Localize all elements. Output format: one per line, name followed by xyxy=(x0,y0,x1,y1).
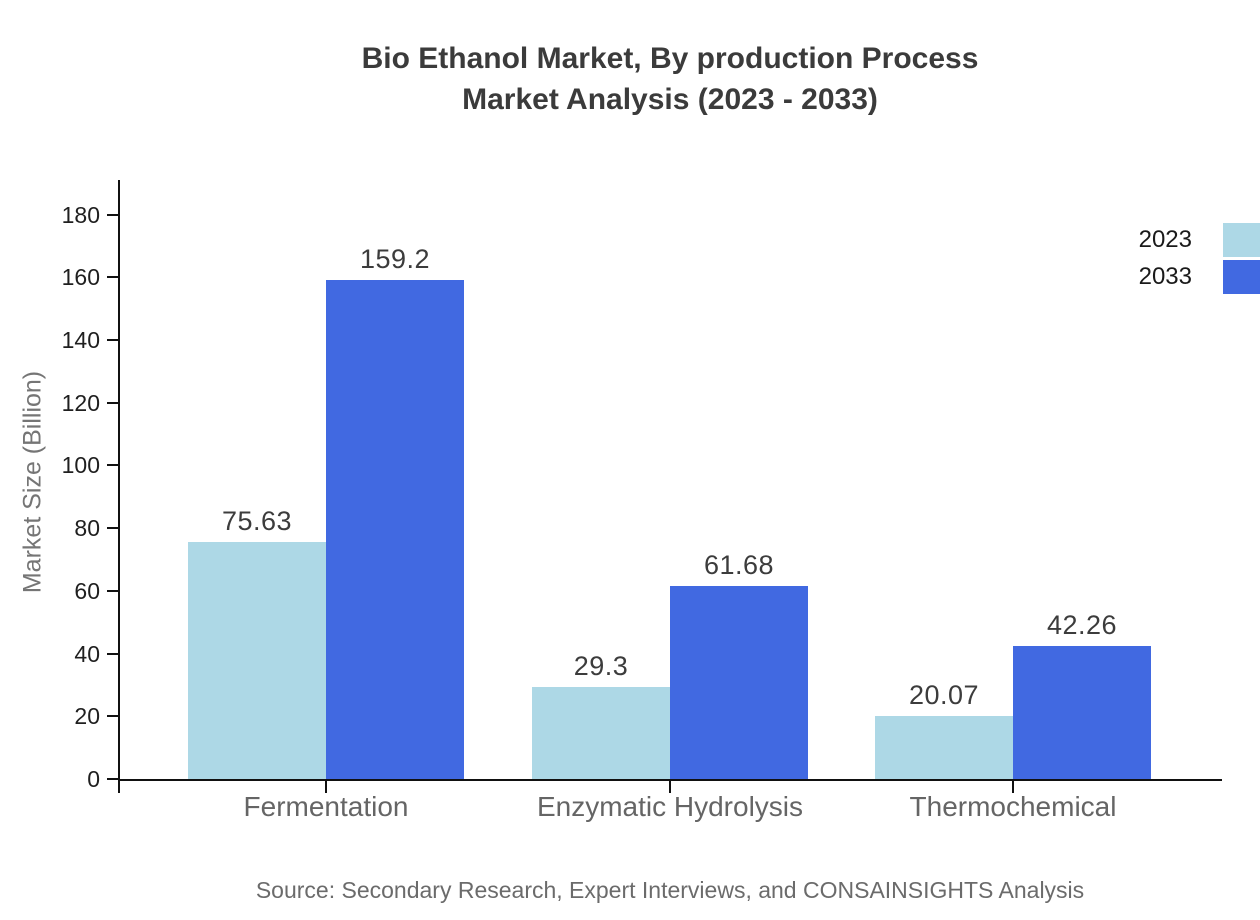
x-category-label-thermochemical: Thermochemical xyxy=(909,791,1117,822)
x-tick-fermentation xyxy=(325,781,327,793)
legend-swatch-2033 xyxy=(1223,260,1260,294)
bar-2023-thermochemical xyxy=(875,716,1013,779)
bar-2033-thermochemical xyxy=(1013,646,1151,779)
y-tick-label-80: 80 xyxy=(74,515,100,542)
y-tick-80 xyxy=(107,527,118,530)
y-tick-label-160: 160 xyxy=(61,264,100,291)
x-category-label-fermentation: Fermentation xyxy=(243,791,409,822)
bar-2033-enzymatic-hydrolysis xyxy=(670,585,808,779)
y-tick-label-140: 140 xyxy=(61,326,100,353)
y-tick-label-20: 20 xyxy=(74,703,100,730)
bar-2023-enzymatic-hydrolysis xyxy=(532,687,670,779)
y-tick-20 xyxy=(107,715,118,718)
y-tick-0 xyxy=(107,778,118,780)
y-tick-140 xyxy=(107,338,118,341)
x-tick-enzymatic-hydrolysis xyxy=(669,781,671,793)
y-tick-label-40: 40 xyxy=(74,640,100,667)
legend-label-2023: 2023 xyxy=(1138,226,1192,253)
y-tick-180 xyxy=(107,213,118,216)
value-label-2023-enzymatic-hydrolysis: 29.3 xyxy=(573,651,629,682)
bar-2023-fermentation xyxy=(188,541,326,779)
chart-title-line1: Bio Ethanol Market, By production Proces… xyxy=(361,42,979,75)
chart-title-line2: Market Analysis (2023 - 2033) xyxy=(462,83,878,116)
y-tick-100 xyxy=(107,464,118,467)
y-tick-label-120: 120 xyxy=(61,389,100,416)
legend-item-2023: 2023 xyxy=(1139,222,1260,258)
legend-swatch-2023 xyxy=(1223,223,1260,257)
y-tick-120 xyxy=(107,401,118,404)
x-axis-line xyxy=(118,779,1222,781)
y-tick-label-100: 100 xyxy=(61,452,100,479)
y-tick-160 xyxy=(107,276,118,279)
value-label-2023-thermochemical: 20.07 xyxy=(908,680,980,711)
chart-title: Bio Ethanol Market, By production Proces… xyxy=(80,38,1260,120)
x-tick-thermochemical xyxy=(1012,781,1014,793)
value-label-2033-enzymatic-hydrolysis: 61.68 xyxy=(703,549,775,580)
y-tick-40 xyxy=(107,652,118,655)
legend-label-2033: 2033 xyxy=(1138,263,1192,290)
source-note: Source: Secondary Research, Expert Inter… xyxy=(255,877,1085,903)
legend-item-2033: 2033 xyxy=(1139,259,1260,295)
y-axis-line xyxy=(118,180,120,793)
y-tick-label-60: 60 xyxy=(74,577,100,604)
y-tick-label-180: 180 xyxy=(61,201,100,228)
y-tick-label-0: 0 xyxy=(87,766,100,792)
x-category-label-enzymatic-hydrolysis: Enzymatic Hydrolysis xyxy=(536,791,804,822)
y-tick-60 xyxy=(107,589,118,592)
value-label-2023-fermentation: 75.63 xyxy=(221,505,293,536)
bar-2033-fermentation xyxy=(326,279,464,779)
value-label-2033-thermochemical: 42.26 xyxy=(1046,610,1118,641)
value-label-2033-fermentation: 159.2 xyxy=(359,243,431,274)
